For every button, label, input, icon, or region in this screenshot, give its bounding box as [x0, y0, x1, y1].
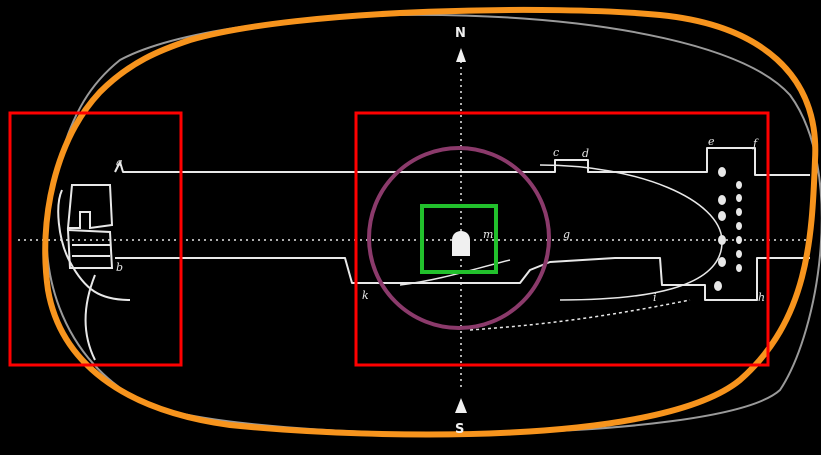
- label-c: c: [553, 146, 560, 159]
- dashed-connector: [469, 299, 691, 331]
- label-k: k: [362, 289, 369, 302]
- outer-grey-outline: [45, 14, 821, 435]
- label-m: m: [483, 228, 494, 241]
- red-box-left: [8, 111, 183, 367]
- central-altar: [452, 231, 470, 256]
- building-outline: [114, 147, 810, 301]
- red-box-right: [354, 111, 770, 367]
- label-d: d: [582, 147, 590, 160]
- green-box-annotation: [420, 204, 498, 274]
- purple-circle-annotation: [367, 146, 551, 330]
- label-b: b: [116, 261, 124, 274]
- label-e: e: [708, 135, 715, 148]
- south-arrow-icon: [455, 398, 467, 413]
- label-h: h: [758, 291, 766, 304]
- label-f: f: [753, 137, 758, 150]
- south-label: S: [455, 422, 465, 437]
- north-label: N: [455, 26, 466, 41]
- orange-outline-annotation: [42, 6, 819, 438]
- north-arrow-icon: [456, 48, 466, 62]
- left-chamber: [57, 184, 131, 361]
- label-a: a: [116, 156, 123, 169]
- label-i: i: [653, 291, 657, 304]
- pillar-row: [714, 167, 742, 291]
- label-g: g: [563, 228, 571, 241]
